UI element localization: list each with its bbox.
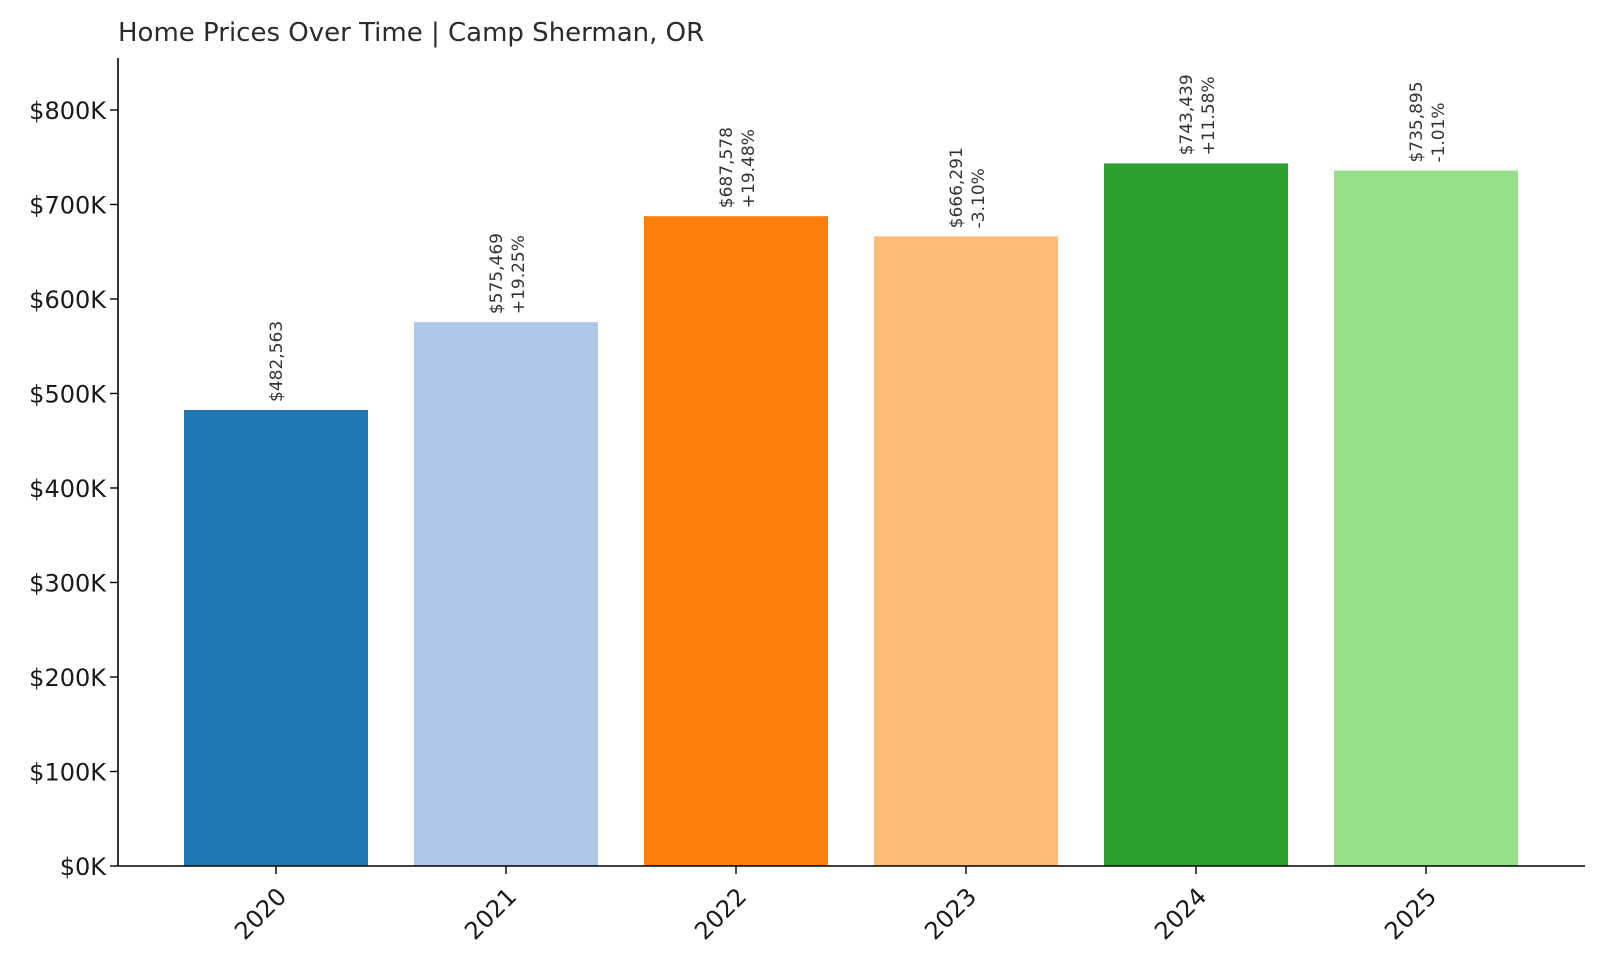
- x-tick-label-2020: 2020: [229, 882, 292, 945]
- y-tick-label: $100K: [29, 758, 107, 786]
- x-tick-label-2025: 2025: [1379, 882, 1442, 945]
- bar-2022: [644, 216, 828, 866]
- chart-title: Home Prices Over Time | Camp Sherman, OR: [118, 18, 705, 48]
- bars: [184, 163, 1518, 867]
- y-tick-label: $300K: [29, 569, 107, 597]
- change-label-2021: +19.25%: [509, 235, 529, 314]
- bar-2025: [1334, 170, 1518, 866]
- change-label-2023: -3.10%: [969, 168, 989, 228]
- y-tick-label: $500K: [29, 380, 107, 408]
- data-labels: $482,563 $575,469 +19.25% $687,578 +19.48% $6…: [267, 74, 1449, 402]
- x-tick-label-2021: 2021: [459, 882, 522, 945]
- y-tick-label: $200K: [29, 664, 107, 692]
- value-label-2021: $575,469: [487, 233, 507, 314]
- y-axis-ticks: $0K $100K $200K $300K $400K $500K $600K $700K $8…: [29, 97, 118, 881]
- value-label-2025: $735,895: [1407, 81, 1427, 162]
- value-label-2020: $482,563: [267, 321, 287, 402]
- x-tick-label-2024: 2024: [1149, 882, 1212, 945]
- value-label-2023: $666,291: [947, 147, 967, 228]
- value-label-2024: $743,439: [1177, 74, 1197, 155]
- y-tick-label: $0K: [60, 853, 108, 881]
- value-label-2022: $687,578: [717, 127, 737, 208]
- change-label-2022: +19.48%: [739, 129, 759, 208]
- y-tick-label: $400K: [29, 475, 107, 503]
- y-tick-label: $800K: [29, 97, 107, 125]
- bar-2021: [414, 322, 598, 866]
- change-label-2024: +11.58%: [1199, 76, 1219, 155]
- y-tick-label: $700K: [29, 191, 107, 219]
- bar-2020: [184, 409, 368, 866]
- change-label-2025: -1.01%: [1429, 102, 1449, 162]
- y-tick-label: $600K: [29, 286, 107, 314]
- x-tick-label-2023: 2023: [919, 882, 982, 945]
- bar-2024: [1104, 163, 1288, 866]
- x-tick-label-2022: 2022: [689, 882, 752, 945]
- bar-2023: [874, 236, 1058, 867]
- x-axis-ticks: 2020 2021 2022 2023 2024 2025: [229, 866, 1442, 945]
